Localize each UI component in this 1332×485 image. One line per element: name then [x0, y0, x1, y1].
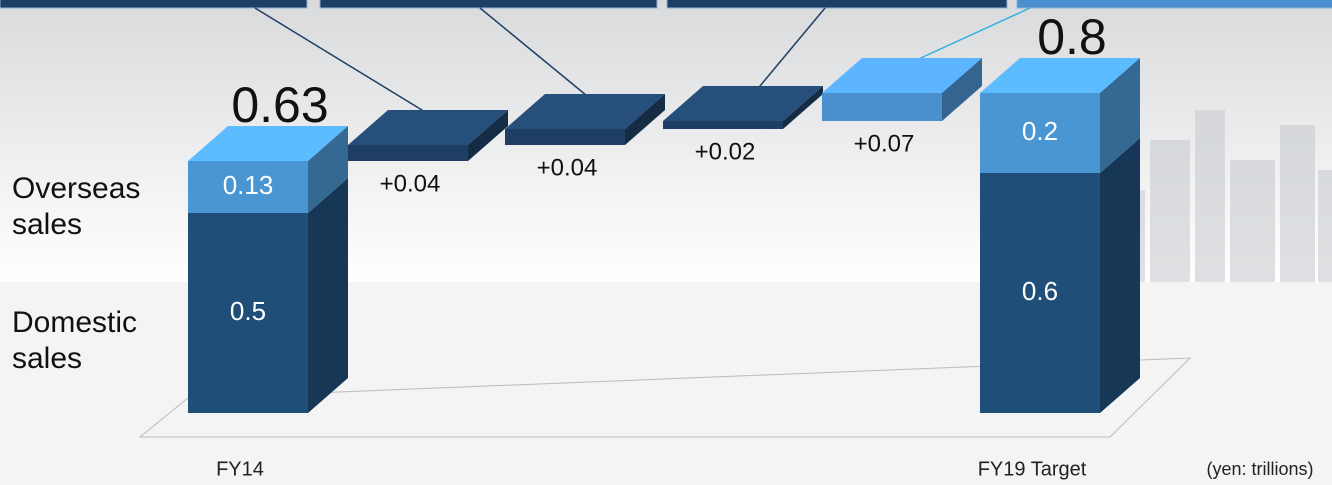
legend-overseas: Overseas sales: [12, 171, 182, 243]
bar-side: [308, 178, 348, 413]
slide: (yen: trillions) 0.5 0.13 0.63 FY14 0.6 0.2 0.…: [0, 0, 1332, 485]
unit-note: (yen: trillions): [1206, 459, 1313, 479]
bar-side: [1100, 138, 1140, 413]
chart: (yen: trillions) 0.5 0.13 0.63 FY14 0.6 0.2 0.…: [0, 0, 1332, 485]
step-label: +0.04: [537, 154, 598, 181]
total-label: 0.8: [1037, 9, 1107, 65]
x-tick-label: FY19 Target: [978, 458, 1087, 480]
total-label: 0.63: [231, 77, 328, 133]
bar-front: [822, 93, 942, 121]
value-label: 0.13: [223, 170, 274, 200]
step-label: +0.02: [695, 138, 756, 165]
step-label: +0.07: [854, 130, 915, 157]
bar-front: [505, 129, 625, 145]
legend-domestic: Domestic sales: [12, 305, 182, 377]
value-label: 0.6: [1022, 276, 1058, 306]
value-label: 0.2: [1022, 116, 1058, 146]
bar-front: [663, 121, 783, 129]
x-tick-label: FY14: [216, 458, 264, 480]
step-label: +0.04: [380, 170, 441, 197]
value-label: 0.5: [230, 296, 266, 326]
bar-front: [348, 145, 468, 161]
